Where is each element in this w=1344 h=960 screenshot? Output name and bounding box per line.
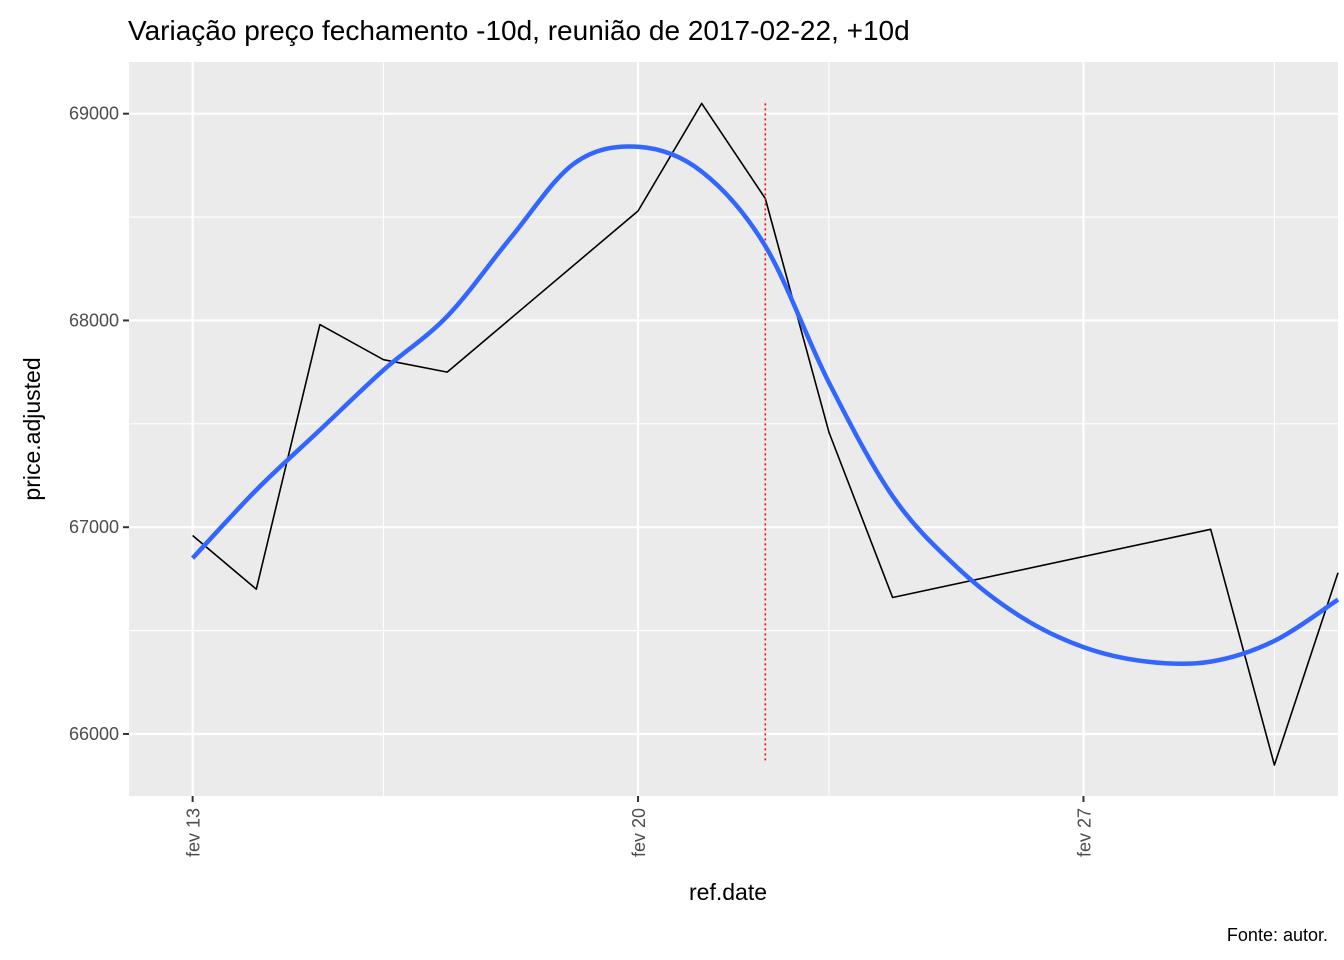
y-tick-label: 67000 — [69, 517, 119, 537]
x-tick-label: fev 20 — [629, 808, 649, 857]
y-tick-label: 68000 — [69, 310, 119, 330]
x-tick-label: fev 13 — [184, 808, 204, 857]
x-tick-label: fev 27 — [1074, 808, 1094, 857]
y-tick-label: 66000 — [69, 724, 119, 744]
minor-gridlines — [129, 62, 1338, 796]
caption: Fonte: autor. — [1227, 925, 1328, 945]
x-axis-title: ref.date — [689, 879, 767, 905]
plot-panel — [129, 62, 1338, 796]
major-gridlines — [129, 62, 1338, 796]
smooth-trend-line — [190, 144, 1340, 667]
y-tick-label: 69000 — [69, 104, 119, 124]
series-layer — [190, 102, 1340, 766]
x-axis-ticks: fev 13 fev 20 fev 27 — [184, 796, 1094, 857]
y-axis-title: price.adjusted — [19, 357, 45, 500]
price-line — [192, 102, 1339, 766]
chart-title: Variação preço fechamento -10d, reunião … — [128, 15, 910, 46]
y-axis-ticks: 66000 67000 68000 69000 — [69, 104, 129, 744]
